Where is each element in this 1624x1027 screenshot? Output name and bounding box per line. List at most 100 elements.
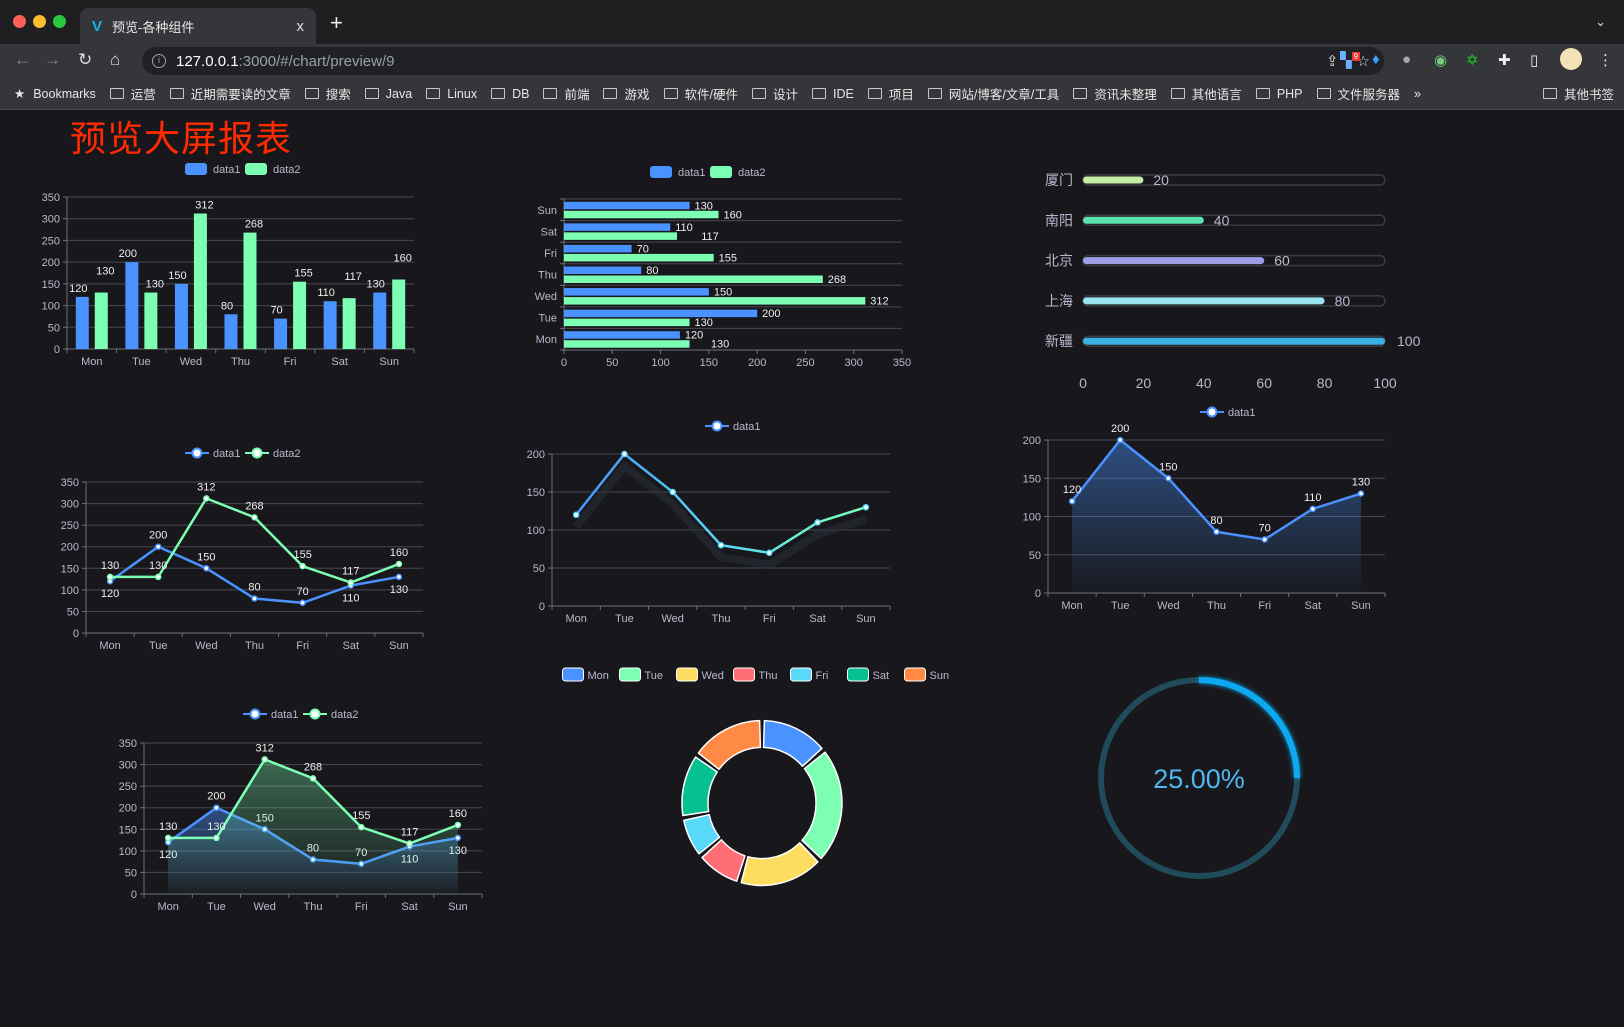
gem-extension-icon[interactable]: ♦ — [1372, 51, 1380, 68]
address-bar[interactable]: i 127.0.0.1 :3000/#/chart/preview/9 ⇪ ☆ — [142, 47, 1384, 75]
bookmark-folder[interactable]: 文件服务器 — [1316, 84, 1400, 103]
x-tick-label: 20 — [1136, 375, 1152, 391]
progress-value: 100 — [1397, 333, 1421, 349]
point-value-label: 130 — [207, 821, 225, 833]
bookmarks-overflow-button[interactable]: » — [1414, 86, 1421, 101]
legend-item-data1[interactable]: data1 — [185, 447, 241, 460]
folder-icon — [426, 88, 441, 99]
folder-icon — [1255, 88, 1270, 99]
bookmark-folder[interactable]: 运营 — [109, 84, 156, 103]
y-tick-label: 100 — [61, 585, 79, 597]
legend-item-Thu[interactable]: Thu — [733, 667, 778, 682]
bookmark-folder[interactable]: 设计 — [751, 84, 798, 103]
legend-circle-icon — [191, 447, 203, 459]
bookmark-folder[interactable]: 其他语言 — [1170, 84, 1242, 103]
bookmark-folder[interactable]: 前端 — [543, 84, 589, 103]
legend-item-Wed[interactable]: Wed — [676, 667, 724, 682]
bookmark-label: 设计 — [772, 88, 798, 102]
bookmark-folder[interactable]: 近期需要读的文章 — [169, 84, 291, 103]
legend-item-Sat[interactable]: Sat — [847, 667, 890, 682]
close-window-button[interactable] — [13, 15, 26, 28]
bookmark-folder[interactable]: Linux — [426, 87, 477, 101]
folder-icon — [1542, 88, 1557, 99]
bar-data2 — [564, 253, 714, 262]
bookmark-folder[interactable]: PHP — [1255, 87, 1303, 101]
bookmark-folder[interactable]: 网站/博客/文章/工具 — [927, 84, 1059, 103]
legend-item-data2[interactable]: data2 — [303, 708, 359, 721]
star-extension-icon[interactable]: ✡ — [1466, 52, 1479, 69]
chart-7: Mon Tue Wed Thu Fri Sat Sun — [562, 667, 950, 887]
tab-close-button[interactable]: x — [296, 17, 305, 35]
y-tick-label: 350 — [61, 477, 79, 489]
x-tick-label: 0 — [1079, 375, 1087, 391]
y-tick-label: 200 — [527, 449, 545, 461]
bookmark-folder[interactable]: 资讯未整理 — [1073, 84, 1157, 103]
circle-extension-icon[interactable]: ◉ — [1434, 52, 1448, 69]
legend-item-data2[interactable]: data2 — [245, 163, 301, 176]
legend-item-Fri[interactable]: Fri — [790, 667, 829, 682]
new-tab-button[interactable]: + — [330, 10, 343, 35]
bookmark-folder[interactable]: IDE — [812, 87, 854, 101]
command-extension-icon[interactable]: ● — [1402, 51, 1412, 68]
side-panel-icon[interactable]: ▯ — [1530, 52, 1539, 69]
bookmarks-bar: ★ Bookmarks 运营 近期需要读的文章 搜索 Java Linux DB 前端 游戏 软件… — [0, 78, 1624, 110]
legend-item-data2[interactable]: data2 — [245, 447, 301, 460]
extensions-puzzle-icon[interactable]: ✚ — [1498, 52, 1511, 69]
bar-value-label: 120 — [685, 330, 703, 342]
extension-icon[interactable]: ▚ 9 — [1340, 52, 1360, 69]
bookmark-folder[interactable]: 游戏 — [603, 84, 650, 103]
browser-tab[interactable]: V 预览-各种组件 x — [80, 8, 316, 44]
y-tick-label: 0 — [73, 628, 79, 640]
bar-data2 — [564, 340, 690, 348]
bookmark-folder[interactable]: DB — [491, 87, 529, 101]
point-value-label: 268 — [245, 500, 263, 512]
folder-icon — [927, 88, 942, 99]
bookmark-folder[interactable]: 搜索 — [304, 84, 351, 103]
url-host: 127.0.0.1 — [176, 52, 239, 70]
point-value-label: 130 — [149, 560, 167, 572]
site-info-icon[interactable]: i — [152, 54, 166, 68]
bookmarks-button[interactable]: ★ Bookmarks — [14, 86, 96, 102]
bar-data1 — [564, 266, 642, 274]
forward-icon[interactable]: → — [44, 50, 61, 69]
bookmark-folder[interactable]: Java — [364, 87, 412, 101]
reload-icon[interactable]: ↻ — [78, 50, 93, 69]
legend-item-data1[interactable]: data1 — [1200, 406, 1256, 419]
share-icon[interactable]: ⇪ — [1325, 53, 1339, 70]
tab-search-button[interactable]: ⌄ — [1595, 14, 1606, 29]
legend-item-Tue[interactable]: Tue — [619, 667, 664, 682]
data-point — [572, 511, 580, 519]
maximize-window-button[interactable] — [53, 15, 66, 28]
other-bookmarks[interactable]: 其他书签 — [1534, 84, 1614, 103]
data-point — [395, 560, 403, 568]
back-icon[interactable]: ← — [14, 50, 31, 69]
legend-item-data1[interactable]: data1 — [185, 163, 241, 176]
category-label: 厦门 — [1045, 172, 1073, 188]
legend-item-data1[interactable]: data1 — [705, 420, 761, 433]
minimize-window-button[interactable] — [33, 15, 46, 28]
bookmark-folder[interactable]: 软件/硬件 — [663, 84, 738, 103]
legend-item-Mon[interactable]: Mon — [562, 667, 609, 682]
bar-data1 — [564, 331, 680, 339]
home-icon[interactable]: ⌂ — [110, 50, 121, 69]
chart-4: 0 50 100 150 200 Mon Tue Wed Thu Fri Sat Sun — [527, 449, 891, 625]
data-point — [251, 514, 258, 521]
legend-item-data2[interactable]: data2 — [710, 166, 766, 179]
x-tick-label: Mon — [1061, 600, 1082, 612]
legend-label: data2 — [738, 167, 766, 179]
legend: data1 data2 — [650, 166, 766, 179]
y-tick-label: 0 — [1035, 588, 1041, 600]
menu-icon[interactable]: ⋮ — [1598, 52, 1613, 69]
legend: data1 — [705, 420, 761, 433]
legend-item-data1[interactable]: data1 — [243, 708, 299, 721]
legend-label: Thu — [759, 670, 778, 682]
progress-value: 60 — [1274, 253, 1290, 269]
bookmark-folder[interactable]: 项目 — [867, 84, 914, 103]
legend-item-Sun[interactable]: Sun — [904, 667, 950, 682]
bookmark-label: 软件/硬件 — [684, 88, 738, 102]
bar-data1 — [564, 244, 632, 253]
x-tick-label: Thu — [245, 640, 264, 652]
data-point — [347, 579, 355, 586]
legend-item-data1[interactable]: data1 — [650, 166, 706, 179]
profile-avatar[interactable] — [1560, 48, 1582, 70]
